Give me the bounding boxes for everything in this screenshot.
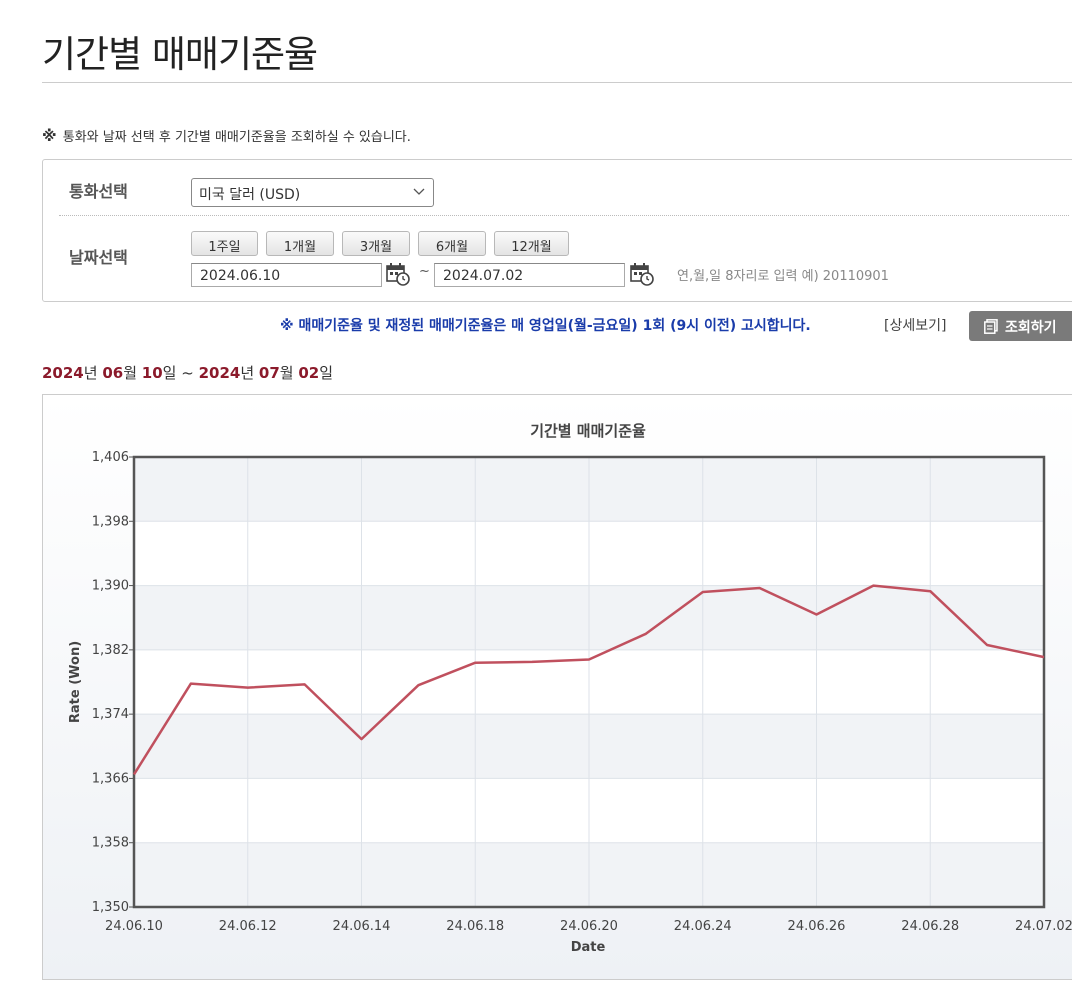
date-format-hint: 연,월,일 8자리로 입력 예) 20110901 <box>677 269 889 284</box>
search-button-label: 조회하기 <box>1005 320 1057 336</box>
y-axis-title: Rate (Won) <box>68 641 83 723</box>
y-tick-label: 1,390 <box>92 579 129 594</box>
x-tick-label: 24.06.10 <box>105 919 163 934</box>
document-icon <box>984 319 998 334</box>
period-button-6month[interactable]: 6개월 <box>418 231 486 256</box>
y-tick-label: 1,358 <box>92 836 129 851</box>
month-unit: 월 <box>123 364 142 382</box>
range-start-month: 06 <box>102 364 124 382</box>
calendar-icon[interactable] <box>629 261 655 287</box>
calendar-icon[interactable] <box>385 261 411 287</box>
y-tick-label: 1,406 <box>92 450 129 465</box>
chart-title: 기간별 매매기준율 <box>530 422 646 440</box>
range-start-day: 10 <box>141 364 163 382</box>
rate-line-chart: 24.06.10 24.06.12 24.06.14 24.06.18 24.06.20… <box>68 422 1072 955</box>
y-tick-label: 1,398 <box>92 514 129 529</box>
notice-mark: ※ <box>42 127 57 145</box>
title-divider <box>42 82 1072 83</box>
day-unit: 일 <box>319 364 334 382</box>
month-unit: 월 <box>279 364 299 382</box>
search-button[interactable]: 조회하기 <box>969 311 1072 341</box>
x-tick-label: 24.06.12 <box>219 919 277 934</box>
currency-select[interactable]: 미국 달러 (USD) <box>191 178 434 207</box>
x-tick-label: 24.06.26 <box>788 919 846 934</box>
period-button-12month[interactable]: 12개월 <box>494 231 569 256</box>
x-axis-title: Date <box>571 940 606 955</box>
plot-border <box>132 455 1046 909</box>
range-end-month: 07 <box>258 364 280 382</box>
currency-select-value: 미국 달러 (USD) <box>199 187 301 203</box>
x-tick-label: 24.06.20 <box>560 919 618 934</box>
year-unit: 년 <box>83 364 103 382</box>
chevron-down-icon <box>413 188 425 195</box>
rate-series-line <box>132 584 1045 776</box>
period-button-3month[interactable]: 3개월 <box>342 231 410 256</box>
x-tick-label: 24.06.28 <box>901 919 959 934</box>
detail-link[interactable]: [상세보기] <box>884 318 947 334</box>
notice-text: 통화와 날짜 선택 후 기간별 매매기준율을 조회하실 수 있습니다. <box>62 130 411 145</box>
publication-notice: ※ 매매기준율 및 재정된 매매기준율은 매 영업일(월-금요일) 1회 (9시… <box>280 318 811 334</box>
y-tick-label: 1,382 <box>92 643 129 658</box>
x-tick-label: 24.06.24 <box>674 919 732 934</box>
intro-notice: ※ 통화와 날짜 선택 후 기간별 매매기준율을 조회하실 수 있습니다. <box>42 126 411 145</box>
start-date-input[interactable]: 2024.06.10 <box>191 263 382 287</box>
y-tick-label: 1,374 <box>92 707 129 722</box>
x-tick-label: 24.06.18 <box>446 919 504 934</box>
range-start-year: 2024 <box>42 364 84 382</box>
date-range-separator: ~ <box>419 264 430 279</box>
period-button-1month[interactable]: 1개월 <box>266 231 334 256</box>
page-title: 기간별 매매기준율 <box>42 33 318 76</box>
x-tick-label: 24.07.02 <box>1015 919 1072 934</box>
selected-date-range: 2024년 06월 10일 ~ 2024년 07월 02일 <box>42 362 333 383</box>
date-label: 날짜선택 <box>69 248 128 267</box>
range-end-year: 2024 <box>198 364 241 382</box>
x-tick-label: 24.06.14 <box>333 919 391 934</box>
y-tick-label: 1,366 <box>92 771 129 786</box>
range-separator: ~ <box>176 364 199 382</box>
end-date-input[interactable]: 2024.07.02 <box>434 263 625 287</box>
year-unit: 년 <box>240 364 259 382</box>
chart-panel: 24.06.10 24.06.12 24.06.14 24.06.18 24.06.20… <box>42 394 1072 980</box>
currency-label: 통화선택 <box>69 182 128 201</box>
period-button-1week[interactable]: 1주일 <box>191 231 258 256</box>
row-divider <box>59 215 1069 216</box>
range-end-day: 02 <box>298 364 320 382</box>
search-form: 통화선택 미국 달러 (USD) 날짜선택 1주일 1개월 3개월 6개월 12… <box>42 159 1072 302</box>
day-unit: 일 <box>162 364 177 382</box>
y-tick-label: 1,350 <box>92 900 129 915</box>
